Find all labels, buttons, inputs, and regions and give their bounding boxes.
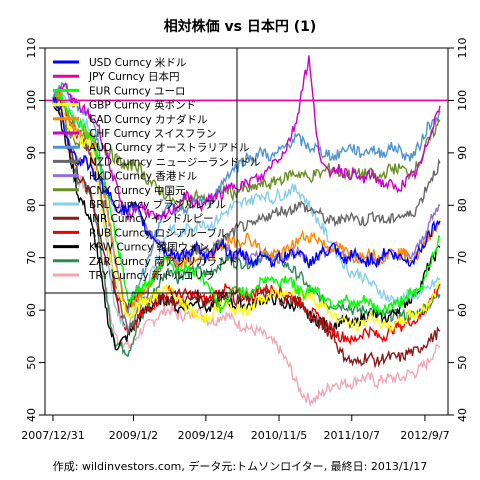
series-line: [52, 55, 441, 221]
legend-label: CHF Curncy スイスフラン: [89, 128, 216, 140]
legend-label: KRW Curncy 韓国ウォン: [89, 242, 209, 254]
series-lines: [52, 55, 441, 408]
y-tick-label-left: 110: [25, 38, 38, 59]
legend-label: CNY Curncy 中国元: [89, 184, 186, 197]
y-tick-label-left: 90: [25, 146, 38, 160]
series-line: [52, 98, 441, 333]
x-axis: 2007/12/31 2009/1/2 2009/12/4 2010/11/5 2011…: [21, 415, 450, 442]
legend-label: JPY Curncy 日本円: [88, 70, 180, 83]
legend-label: ZAR Curncy 南アフリカランド: [89, 255, 238, 268]
y-tick-label-left: 60: [25, 303, 38, 317]
series-line: [52, 99, 441, 408]
y-axis-left: 40 50 60 70 80 90 100 110: [25, 38, 45, 422]
source-caption: 作成: wildinvestors.com, データ元:トムソンロイター, 最終…: [52, 460, 428, 473]
x-tick-label: 2012/9/7: [400, 429, 449, 442]
series-line: [52, 96, 441, 369]
legend-box: [44, 47, 238, 294]
legend-label: INR Curncy インドルピー: [89, 213, 214, 225]
series-line: [52, 93, 441, 317]
y-tick-label-left: 40: [25, 408, 38, 422]
y-tick-label-right: 40: [456, 408, 469, 422]
legend-label: NZD Curncy ニュージーランドドル: [89, 156, 260, 168]
x-tick-label: 2010/11/5: [251, 429, 307, 442]
legend-label: BRL Curncy ブラジルレアル: [89, 198, 226, 211]
legend-label: USD Curncy 米ドル: [89, 56, 186, 69]
legend-label: RUB Curncy ロシアルーブル: [89, 226, 227, 239]
x-tick-label: 2009/1/2: [109, 429, 158, 442]
y-tick-label-right: 60: [456, 303, 469, 317]
y-axis-right: 40 50 60 70 80 90 100 110: [448, 38, 469, 422]
x-tick-label: 2011/10/7: [324, 429, 380, 442]
y-tick-label-right: 50: [456, 356, 469, 370]
legend-label: TRY Curncy 新トルコリラ: [88, 269, 215, 282]
chart-title: 相対株価 vs 日本円 (1): [164, 18, 317, 35]
y-tick-label-right: 110: [456, 38, 469, 59]
legend-label: GBP Curncy 英ポンド: [89, 99, 196, 112]
legend-label: CAD Curncy カナダドル: [89, 113, 208, 126]
legend-label: AUD Curncy オーストラリアドル: [89, 142, 249, 154]
y-tick-label-right: 70: [456, 251, 469, 265]
y-tick-label-left: 80: [25, 198, 38, 212]
legend-label: EUR Curncy ユーロ: [89, 85, 186, 97]
y-tick-label-right: 100: [456, 90, 469, 111]
legend-label: HKD Curncy 香港ドル: [89, 171, 197, 183]
series-line: [52, 84, 441, 333]
y-tick-label-left: 50: [25, 356, 38, 370]
y-tick-label-left: 70: [25, 251, 38, 265]
series-line: [52, 91, 441, 317]
y-tick-label-left: 100: [25, 90, 38, 111]
x-tick-label: 2007/12/31: [21, 429, 84, 442]
series-line: [52, 96, 441, 269]
y-tick-label-right: 90: [456, 146, 469, 160]
x-tick-label: 2009/12/4: [178, 429, 234, 442]
y-tick-label-right: 80: [456, 198, 469, 212]
